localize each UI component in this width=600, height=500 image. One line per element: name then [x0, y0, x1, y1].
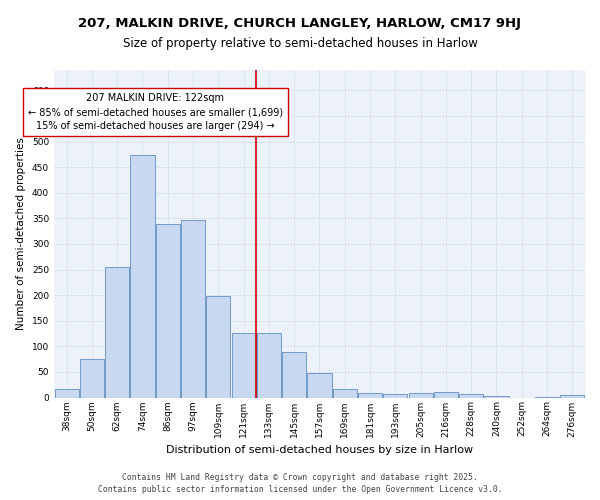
Bar [333, 390, 357, 398]
Bar [409, 393, 433, 398]
Text: 207, MALKIN DRIVE, CHURCH LANGLEY, HARLOW, CM17 9HJ: 207, MALKIN DRIVE, CHURCH LANGLEY, HARLO… [79, 18, 521, 30]
Bar [484, 396, 509, 398]
Bar [560, 396, 584, 398]
Bar [181, 220, 205, 398]
Text: 207 MALKIN DRIVE: 122sqm
← 85% of semi-detached houses are smaller (1,699)
15% o: 207 MALKIN DRIVE: 122sqm ← 85% of semi-d… [28, 93, 283, 131]
Bar [55, 389, 79, 398]
Bar [535, 397, 559, 398]
X-axis label: Distribution of semi-detached houses by size in Harlow: Distribution of semi-detached houses by … [166, 445, 473, 455]
Bar [80, 359, 104, 398]
Bar [434, 392, 458, 398]
Bar [156, 224, 180, 398]
Bar [257, 332, 281, 398]
Bar [282, 352, 306, 398]
Bar [459, 394, 483, 398]
Bar [307, 374, 332, 398]
Bar [105, 267, 129, 398]
Bar [358, 393, 382, 398]
Bar [383, 394, 407, 398]
Bar [130, 155, 155, 398]
Y-axis label: Number of semi-detached properties: Number of semi-detached properties [16, 138, 26, 330]
Bar [206, 296, 230, 398]
Text: Size of property relative to semi-detached houses in Harlow: Size of property relative to semi-detach… [122, 38, 478, 51]
Bar [232, 333, 256, 398]
Text: Contains HM Land Registry data © Crown copyright and database right 2025.
Contai: Contains HM Land Registry data © Crown c… [98, 472, 502, 494]
